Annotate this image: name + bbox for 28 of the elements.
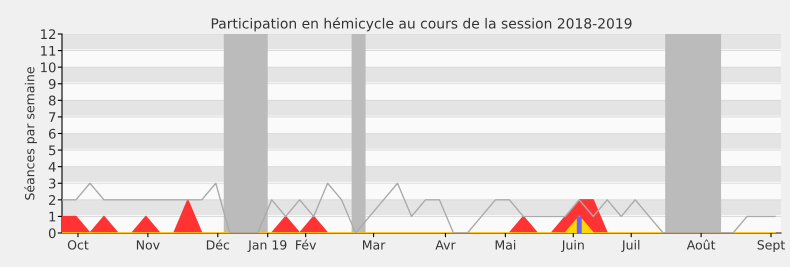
y-tick-label: 4 — [48, 162, 56, 172]
y-tick-label: 11 — [41, 46, 56, 56]
x-tick-label: Fév — [296, 239, 316, 250]
y-tick-label: 9 — [48, 78, 56, 89]
x-tick-label: Sept — [758, 240, 785, 252]
x-tick-label: Oct — [68, 240, 88, 250]
y-tick-label: 2 — [49, 195, 56, 205]
x-tick-label: Nov — [136, 240, 160, 250]
y-axis-title: Séances par semaine — [24, 67, 37, 200]
y-tick-label: 1 — [50, 212, 56, 222]
y-tick-label: 12 — [41, 29, 56, 40]
x-tick-label: Août — [686, 239, 716, 250]
y-tick-label: 7 — [49, 112, 56, 122]
x-tick-label: Avr — [435, 240, 456, 250]
x-tick-label: Mai — [496, 240, 516, 250]
x-tick-label: Juin — [561, 240, 584, 252]
chart-title: Participation en hémicycle au cours de la session 2018-2019 — [212, 17, 632, 32]
y-tick-label: 0 — [48, 228, 56, 238]
x-tick-label: Déc — [206, 239, 230, 250]
y-tick-label: 6 — [48, 128, 56, 139]
x-tick-label: Mar — [363, 240, 386, 250]
y-tick-label: 8 — [48, 96, 56, 106]
y-tick-label: 5 — [49, 145, 56, 156]
y-tick-label: 3 — [49, 178, 56, 188]
y-tick-label: 10 — [41, 62, 56, 72]
line-series — [62, 182, 776, 233]
x-tick-label: Jan 19 — [247, 240, 286, 252]
x-tick-label: Juil — [621, 240, 640, 252]
